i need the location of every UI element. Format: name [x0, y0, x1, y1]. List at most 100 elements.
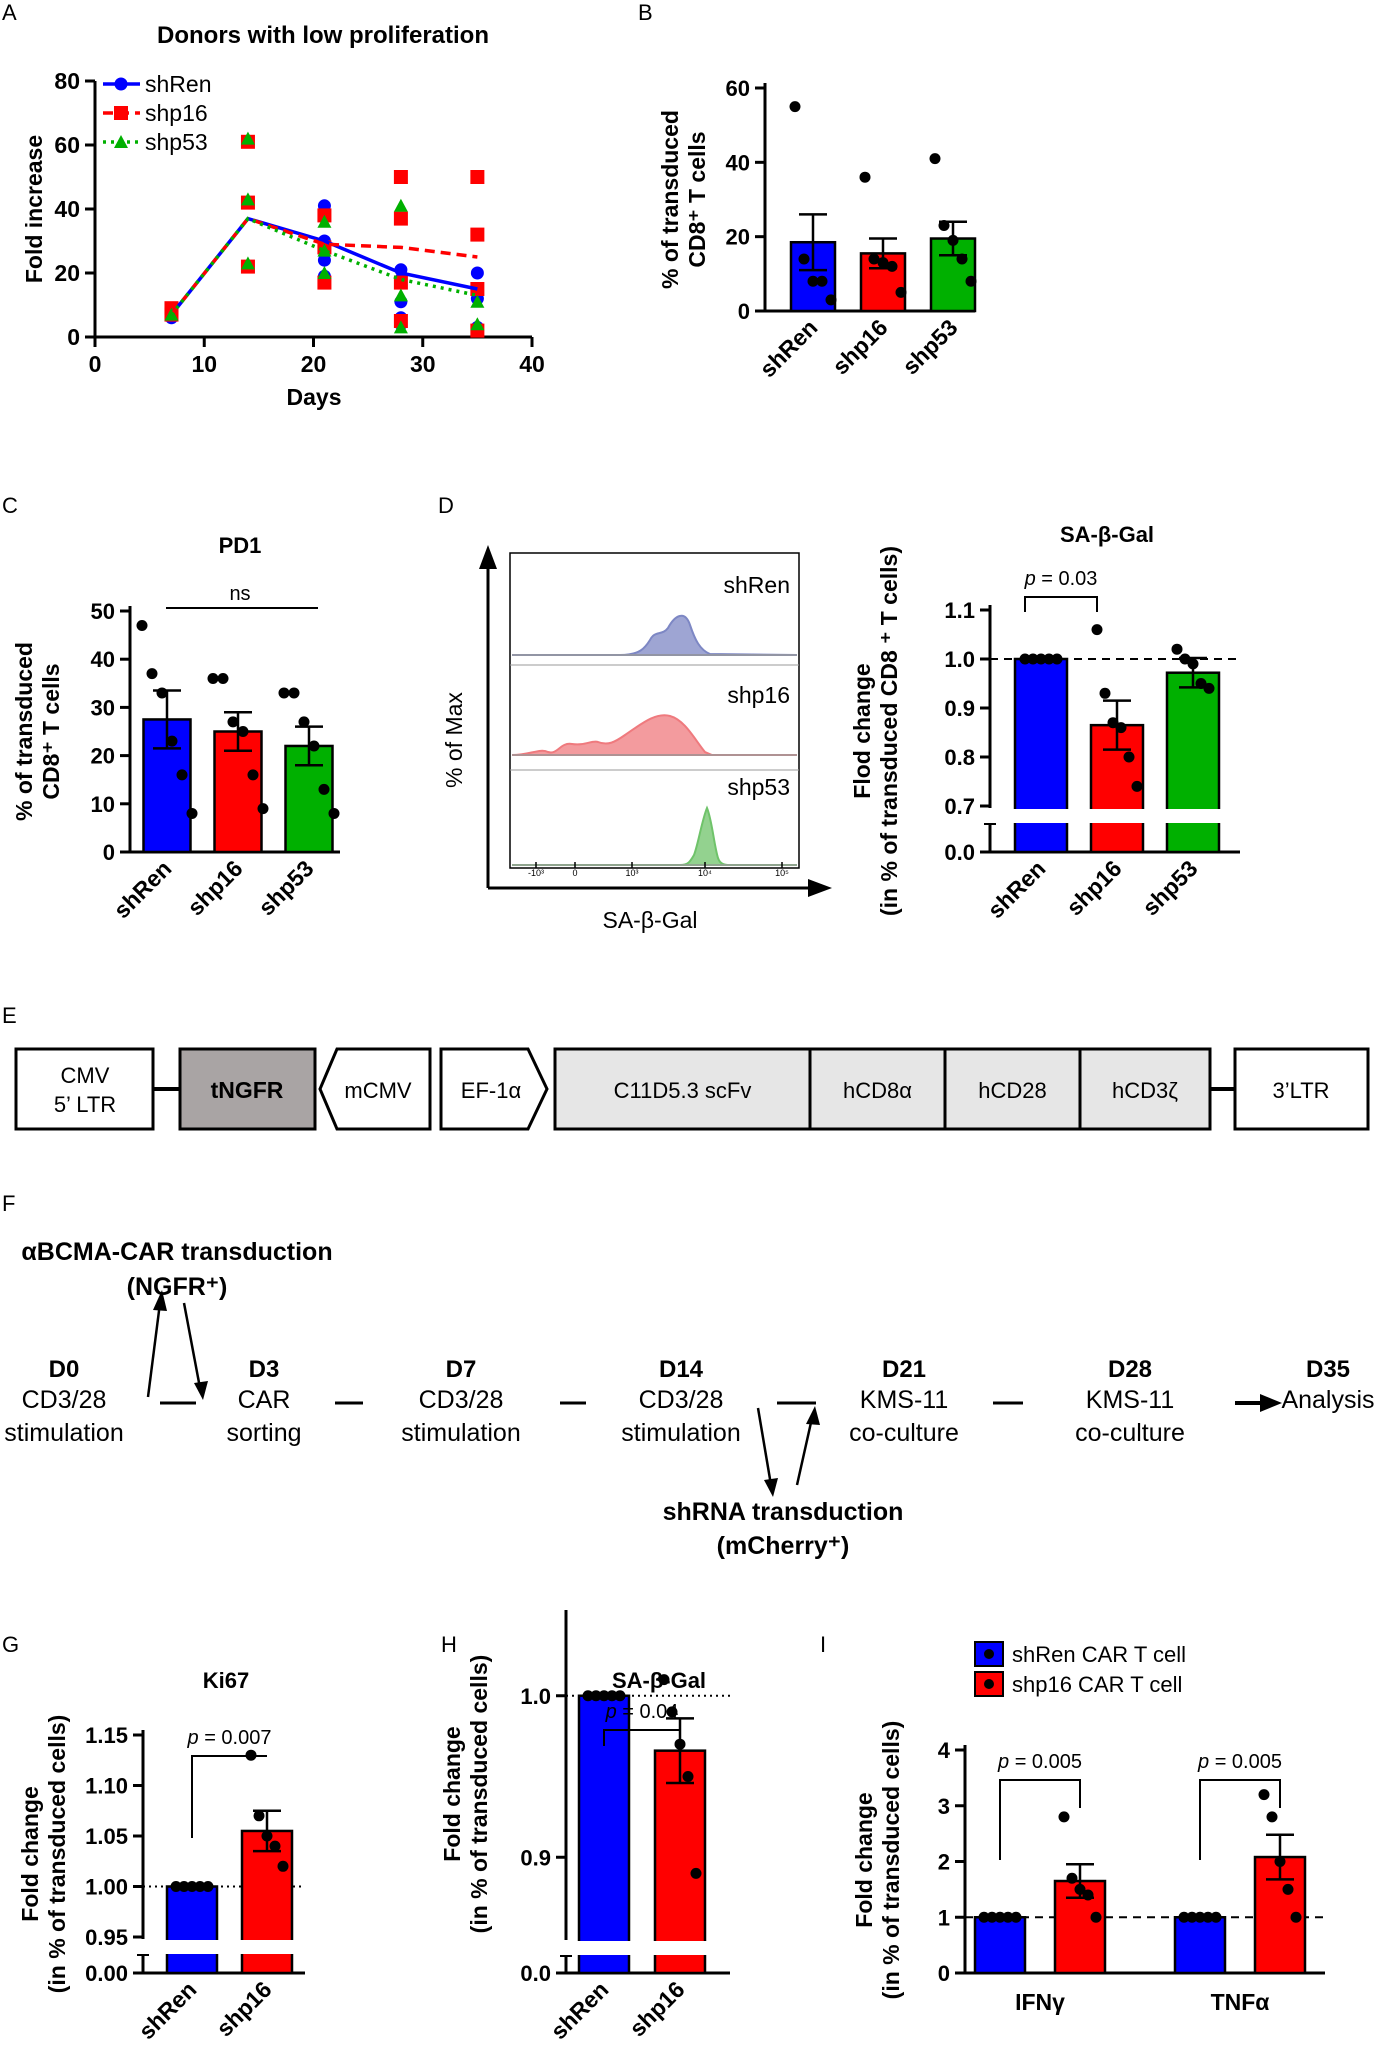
bar-break-gap: [239, 1940, 295, 1954]
data-point: [261, 1830, 273, 1842]
timeline-step: stimulation: [401, 1419, 521, 1447]
significance-bracket: [999, 1779, 1081, 1860]
y-tick-label: 50: [91, 599, 115, 624]
x-tick-label: 0: [89, 351, 102, 377]
data-point: [170, 1881, 182, 1892]
chart-title: PD1: [219, 533, 262, 558]
data-point: [1258, 1789, 1270, 1801]
panel-letter-d: D: [438, 493, 454, 518]
data-point: [1290, 1911, 1302, 1923]
significance-bracket: [1024, 596, 1098, 612]
timeline-day: D35: [1306, 1356, 1350, 1383]
y-axis-title: CD8⁺ T cells: [38, 663, 64, 799]
data-point-shp53: [240, 256, 255, 270]
y-tick-label: 40: [54, 196, 80, 222]
data-point-shp53: [240, 131, 255, 145]
data-point: [1202, 1911, 1214, 1923]
data-point: [194, 1881, 206, 1892]
data-point: [789, 101, 801, 113]
data-point: [257, 803, 269, 815]
x-axis-arrowhead: [808, 879, 832, 897]
legend-label: shRen: [145, 71, 211, 97]
data-point: [1179, 653, 1191, 665]
box-mcmv: [318, 1047, 432, 1131]
data-point: [288, 687, 300, 699]
x-tick-label: shp16: [624, 1976, 689, 2041]
y-tick-label: 40: [91, 647, 115, 672]
box-domain: [808, 1047, 947, 1131]
panel-letter-a: A: [2, 0, 17, 25]
panel-letter-g: G: [2, 1632, 19, 1657]
y-tick-label: 1.0: [520, 1684, 551, 1709]
data-point: [186, 807, 198, 819]
timeline-step: CD3/28: [419, 1386, 504, 1414]
y-tick-label: 0: [938, 1961, 950, 1986]
legend-label: shp16 CAR T cell: [1012, 1672, 1182, 1697]
data-point: [1203, 682, 1215, 694]
timeline-day: D14: [659, 1356, 704, 1383]
bar-break-gap: [576, 1941, 632, 1955]
y-tick-label: 1.00: [85, 1875, 128, 1900]
data-point: [269, 1840, 281, 1852]
y-tick-label: 0.0: [520, 1961, 551, 1986]
data-point: [1131, 780, 1143, 792]
data-point-shp53: [470, 294, 485, 308]
p-symbol: p: [1197, 1751, 1209, 1773]
panel-letter-c: C: [2, 493, 18, 518]
x-tick-label: TNFα: [1211, 1989, 1270, 2015]
data-point: [886, 260, 898, 272]
legend-dot: [984, 1679, 994, 1689]
x-tick-label: shRen: [754, 314, 822, 382]
box-label: hCD28: [978, 1078, 1046, 1103]
arrowhead: [806, 1406, 820, 1425]
timeline-arrow-up: [146, 1302, 162, 1398]
data-point: [986, 1911, 998, 1923]
y-axis-title: (in % of transduced CD8 ⁺ T cells): [876, 546, 902, 916]
y-tick-label: 1.0: [944, 647, 975, 672]
data-point: [1082, 1889, 1094, 1901]
panel-h: 0.0 0.9 1.0 shRen shp16 SA-β-Gal Fold change (i…: [439, 1610, 730, 2044]
x-tick-label: 40: [519, 351, 545, 377]
data-point: [1035, 653, 1047, 665]
panel-f-timeline: αBCMA-CAR transduction (NGFR⁺) shRNA trans…: [4, 1238, 1374, 1560]
p-symbol: p: [1024, 568, 1036, 590]
data-point: [1115, 722, 1127, 734]
y-tick-label: 0.95: [85, 1925, 128, 1950]
significance-bracket: [603, 1729, 681, 1746]
data-point: [965, 275, 977, 287]
box-label: hCD3ζ: [1112, 1078, 1178, 1103]
bar-break-gap: [1012, 809, 1070, 823]
data-point: [186, 1881, 198, 1892]
data-point: [1194, 1911, 1206, 1923]
data-point: [247, 769, 259, 781]
box-domain: [1078, 1047, 1212, 1131]
data-point: [956, 253, 968, 265]
x-tick-label: shp16: [182, 855, 247, 920]
x-tick-label: 0: [572, 868, 577, 878]
box-label: CMV: [61, 1063, 110, 1088]
data-point: [328, 807, 340, 819]
p-value: = 0.04: [617, 1701, 679, 1723]
panel-d-bar: 0.0 0.7 0.8 0.9 1.0 1.1 shRen shp16 shp53 SA-β-Ga…: [849, 522, 1240, 923]
data-point: [798, 253, 810, 265]
x-tick-label: -10³: [528, 868, 544, 878]
x-tick-label: 10⁴: [698, 868, 712, 878]
y-tick-label: 1.10: [85, 1774, 128, 1799]
box-label: C11D5.3 scFv: [614, 1078, 752, 1103]
chart-title: SA-β-Gal: [1060, 522, 1154, 547]
x-tick-label: shRen: [133, 1976, 201, 2044]
data-point: [859, 171, 871, 183]
significance-label: p = 0.04: [605, 1701, 679, 1723]
y-tick-label: 0.9: [944, 696, 975, 721]
data-point: [947, 234, 959, 246]
panel-a: Donors with low proliferation 0 20 40 60 80 0 1…: [21, 22, 545, 410]
y-tick-label: 0: [738, 299, 750, 324]
x-tick-label: shRen: [108, 855, 176, 923]
data-point: [868, 253, 880, 265]
legend-marker: [114, 106, 128, 120]
timeline-day: D21: [882, 1356, 926, 1383]
data-point: [1266, 1811, 1278, 1823]
timeline-arrow-up: [795, 1417, 814, 1486]
y-tick-label: 0.9: [520, 1845, 551, 1870]
data-point: [166, 735, 178, 747]
